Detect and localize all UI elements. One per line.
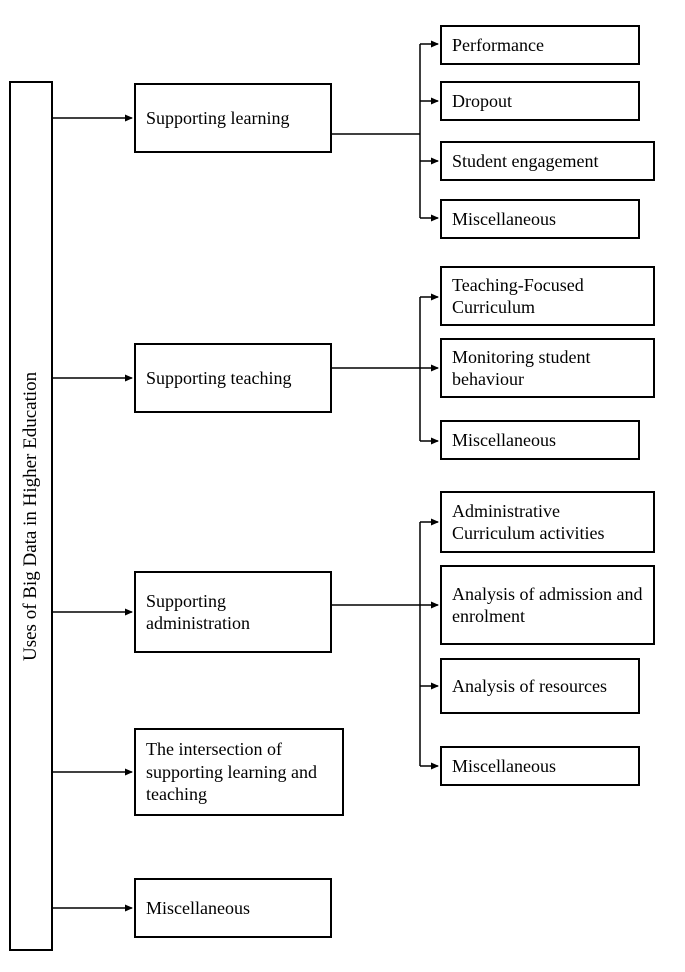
c2c-label: Miscellaneous xyxy=(452,429,556,452)
cat4-label: The intersection of supporting learning … xyxy=(146,738,332,806)
c1c-node: Student engagement xyxy=(440,141,655,181)
c3a-node: Administrative Curriculum activities xyxy=(440,491,655,553)
c1d-node: Miscellaneous xyxy=(440,199,640,239)
c3a-label: Administrative Curriculum activities xyxy=(452,500,643,545)
c3c-node: Analysis of resources xyxy=(440,658,640,714)
c2b-label: Monitoring student behaviour xyxy=(452,346,643,391)
diagram-canvas: Uses of Big Data in Higher Education Supp… xyxy=(0,0,685,972)
cat1-node: Supporting learning xyxy=(134,83,332,153)
root-node: Uses of Big Data in Higher Education xyxy=(9,81,53,951)
c2c-node: Miscellaneous xyxy=(440,420,640,460)
cat2-label: Supporting teaching xyxy=(146,367,291,390)
c3b-label: Analysis of admission and enrolment xyxy=(452,583,643,628)
cat5-label: Miscellaneous xyxy=(146,897,250,920)
c3b-node: Analysis of admission and enrolment xyxy=(440,565,655,645)
c2b-node: Monitoring student behaviour xyxy=(440,338,655,398)
cat4-node: The intersection of supporting learning … xyxy=(134,728,344,816)
c1b-node: Dropout xyxy=(440,81,640,121)
c1c-label: Student engagement xyxy=(452,150,598,173)
c1d-label: Miscellaneous xyxy=(452,208,556,231)
c2a-node: Teaching-Focused Curriculum xyxy=(440,266,655,326)
cat3-label: Supporting administration xyxy=(146,590,320,635)
c2a-label: Teaching-Focused Curriculum xyxy=(452,274,643,319)
c3c-label: Analysis of resources xyxy=(452,675,607,698)
cat2-node: Supporting teaching xyxy=(134,343,332,413)
c1b-label: Dropout xyxy=(452,90,512,113)
cat1-label: Supporting learning xyxy=(146,107,289,130)
c1a-node: Performance xyxy=(440,25,640,65)
c3d-node: Miscellaneous xyxy=(440,746,640,786)
root-label: Uses of Big Data in Higher Education xyxy=(19,371,43,660)
c1a-label: Performance xyxy=(452,34,544,57)
c3d-label: Miscellaneous xyxy=(452,755,556,778)
cat5-node: Miscellaneous xyxy=(134,878,332,938)
cat3-node: Supporting administration xyxy=(134,571,332,653)
